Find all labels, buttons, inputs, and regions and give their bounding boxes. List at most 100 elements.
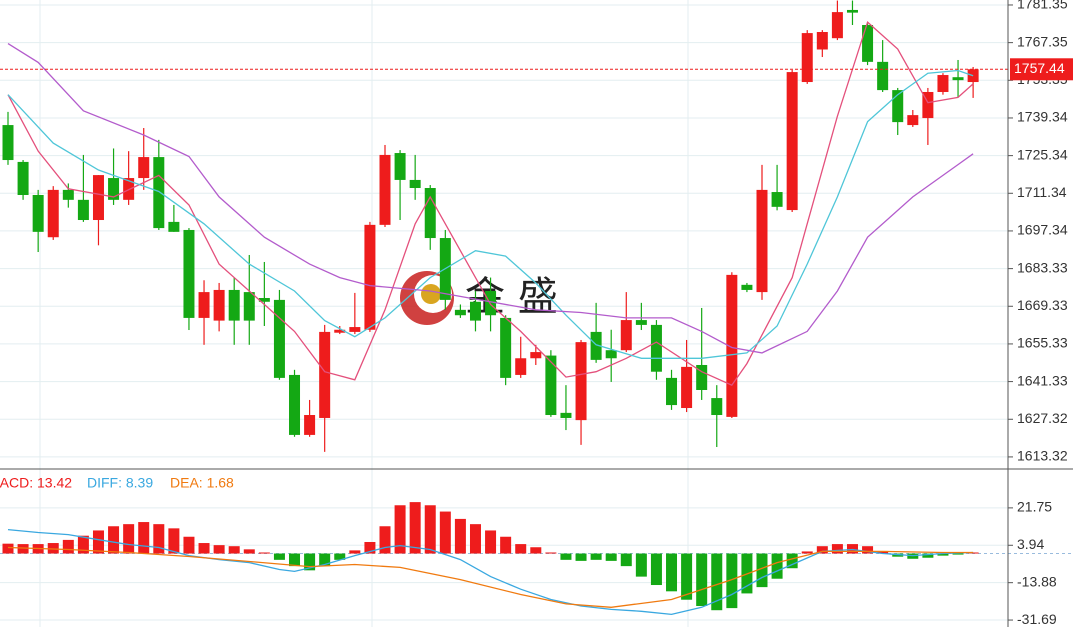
macd-bar	[801, 551, 813, 554]
macd-bar	[756, 553, 768, 588]
candle-body	[258, 298, 270, 302]
macd-bar	[846, 544, 858, 554]
candle-body	[620, 320, 632, 351]
macd-bar	[696, 553, 708, 607]
candle-body	[228, 289, 240, 321]
macd-bar	[711, 553, 723, 611]
legend-label: DEA: 1.68	[170, 475, 234, 491]
macd-bar	[364, 541, 376, 554]
macd-bar	[334, 553, 346, 560]
macd-bar	[273, 553, 285, 560]
candle-body	[168, 221, 180, 232]
candle-body	[741, 284, 753, 290]
candle-body	[289, 374, 301, 435]
candle-body	[17, 161, 29, 195]
candle-body	[756, 189, 768, 293]
candle-body	[319, 331, 331, 418]
macd-bar	[635, 553, 647, 577]
last-price-box	[1010, 58, 1073, 81]
candle-body	[515, 358, 527, 375]
candle-body	[666, 377, 678, 406]
candle-body	[108, 178, 120, 200]
macd-bar	[17, 544, 29, 554]
macd-bar	[153, 524, 165, 554]
y-tick-label: -31.69	[1017, 611, 1057, 627]
y-tick-label: 1655.33	[1017, 335, 1068, 351]
candle-body	[937, 75, 949, 92]
macd-bar	[877, 551, 889, 554]
candle-body	[153, 157, 165, 229]
candle-body	[198, 292, 210, 318]
y-tick-label: 1711.34	[1017, 184, 1067, 200]
macd-bar	[439, 511, 451, 554]
macd-bar	[922, 553, 934, 558]
indicator-line	[7, 69, 974, 359]
candle-body	[907, 115, 919, 126]
macd-bar	[47, 543, 59, 554]
y-tick-label: 1781.35	[1017, 0, 1068, 12]
candle-body	[500, 317, 512, 378]
macd-bar	[620, 553, 632, 567]
y-tick-label: 1683.33	[1017, 259, 1068, 275]
candle-body	[771, 192, 783, 207]
candle-body	[711, 398, 723, 416]
candle-body	[47, 189, 59, 238]
candle-body	[454, 309, 466, 316]
candle-body	[213, 289, 225, 321]
macd-bar	[424, 505, 436, 554]
y-tick-label: 1669.33	[1017, 297, 1068, 313]
macd-bar	[92, 530, 104, 554]
macd-bar	[771, 553, 783, 579]
macd-bar	[590, 553, 602, 560]
candle-body	[138, 157, 150, 179]
y-tick-label: 1725.34	[1017, 146, 1068, 162]
y-tick-label: -13.88	[1017, 573, 1057, 589]
macd-bar	[937, 553, 949, 556]
candle-body	[62, 189, 74, 200]
macd-bar	[605, 553, 617, 561]
candle-body	[92, 175, 104, 221]
macd-bar	[862, 546, 874, 554]
candle-body	[273, 299, 285, 378]
macd-bar	[560, 553, 572, 560]
macd-bar	[515, 544, 527, 554]
macd-bar	[409, 502, 421, 554]
candle-body	[846, 9, 858, 13]
y-tick-label: 3.94	[1017, 536, 1044, 552]
candle-body	[801, 33, 813, 83]
y-tick-label: 1641.33	[1017, 372, 1068, 388]
y-tick-label: 1613.32	[1017, 448, 1068, 464]
macd-bar	[831, 544, 843, 554]
macd-bar	[304, 553, 316, 571]
candle-body	[349, 327, 361, 332]
candle-body	[952, 77, 964, 81]
macd-bar	[530, 547, 542, 554]
candle-body	[816, 32, 828, 50]
candle-body	[394, 153, 406, 180]
y-tick-label: 1627.32	[1017, 410, 1068, 426]
candle-body	[605, 350, 617, 359]
candle-body	[243, 292, 255, 321]
macd-bar	[469, 524, 481, 554]
macd-bar	[168, 528, 180, 554]
macd-bar	[500, 536, 512, 554]
candle-body	[590, 331, 602, 360]
macd-bar	[62, 539, 74, 554]
macd-bar	[289, 553, 301, 567]
indicator-line	[7, 528, 974, 616]
macd-bar	[2, 543, 14, 554]
legend-label: DIFF: 8.39	[87, 475, 153, 491]
indicator-line	[7, 43, 974, 354]
candle-body	[364, 224, 376, 330]
candle-body	[560, 412, 572, 418]
macd-bar	[394, 505, 406, 554]
macd-bar	[258, 552, 270, 554]
macd-bar	[816, 546, 828, 554]
macd-bar	[952, 553, 964, 555]
macd-bar	[349, 550, 361, 554]
macd-bar	[77, 535, 89, 554]
candle-body	[77, 199, 89, 221]
macd-bar	[650, 553, 662, 586]
